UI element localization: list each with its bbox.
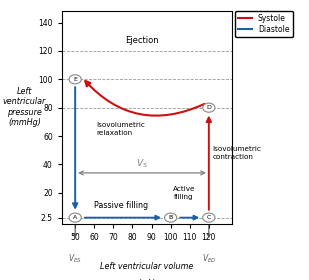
Text: B: B xyxy=(168,215,173,220)
Text: $V_S$: $V_S$ xyxy=(136,158,148,170)
Circle shape xyxy=(164,213,177,222)
Text: E: E xyxy=(73,77,77,82)
Legend: Systole, Diastole: Systole, Diastole xyxy=(235,11,293,37)
Text: Left
ventricular
pressure
(mmHg): Left ventricular pressure (mmHg) xyxy=(3,87,46,127)
Text: Isovolumetric
contraction: Isovolumetric contraction xyxy=(213,146,261,160)
Circle shape xyxy=(69,213,81,222)
Text: (mL): (mL) xyxy=(138,279,156,280)
Text: $V_{ED}$: $V_{ED}$ xyxy=(201,252,216,265)
Text: Passive filling: Passive filling xyxy=(94,201,148,210)
Text: Left ventricular volume: Left ventricular volume xyxy=(100,262,193,271)
Text: Ejection: Ejection xyxy=(125,36,159,45)
Circle shape xyxy=(203,103,215,112)
Text: Isovolumetric
relaxation: Isovolumetric relaxation xyxy=(96,122,145,136)
Text: D: D xyxy=(206,105,211,110)
Circle shape xyxy=(69,75,81,84)
Text: C: C xyxy=(207,215,211,220)
Text: $V_{ES}$: $V_{ES}$ xyxy=(68,252,82,265)
Text: Active
filling: Active filling xyxy=(173,186,195,200)
Circle shape xyxy=(203,213,215,222)
Text: A: A xyxy=(73,215,77,220)
